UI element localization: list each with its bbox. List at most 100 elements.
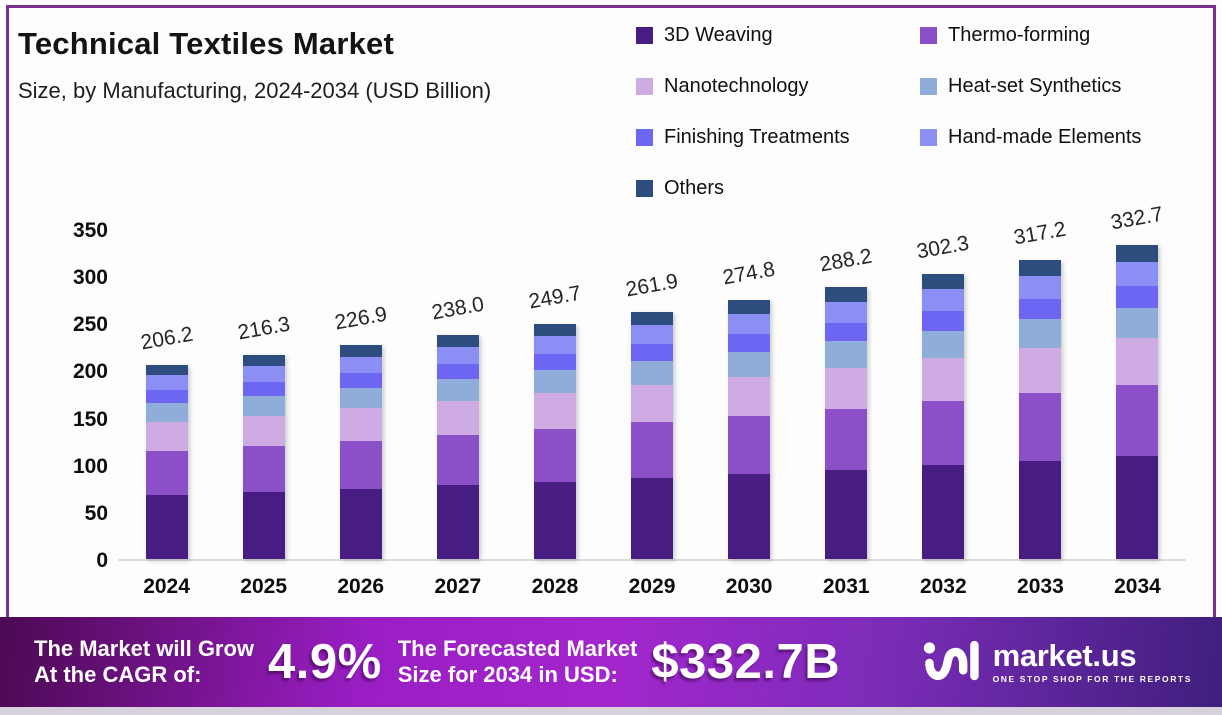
chart-legend: 3D Weaving Thermo-forming Nanotechnology He… [636,10,1141,214]
legend-item-nanotechnology: Nanotechnology [636,75,920,98]
bar-group-2033: 317.2 2033 [992,218,1089,598]
legend-label: Nanotechnology [664,75,809,97]
bar-segment-nanotechnology [339,408,382,441]
bar-segment-thermo-forming [242,446,285,493]
bar-segment-heat-set-synthetics [922,330,965,359]
bar-segment-thermo-forming [728,415,771,475]
bar-segment-others [1116,245,1159,263]
bar-segment-finishing-treatments [1116,286,1159,308]
bar-segment-nanotechnology [631,385,674,423]
stacked-bar-2025 [242,355,285,559]
legend-swatch-icon [636,27,653,44]
legend-label: 3D Weaving [664,24,773,46]
y-tick-label: 100 [72,454,108,478]
bar-segment-others [242,355,285,367]
y-tick-label: 350 [72,219,108,242]
y-tick-label: 250 [72,313,108,337]
bar-segment-hand-made-elements [1116,262,1159,287]
bar-segment-thermo-forming [145,451,188,496]
bar-segment-hand-made-elements [1019,276,1062,300]
bar-segment-hand-made-elements [436,346,479,364]
legend-item-heat-set-synthetics: Heat-set Synthetics [920,75,1141,98]
x-tick-label: 2033 [1017,575,1064,598]
bar-segment-hand-made-elements [339,356,382,374]
y-axis: 0 50 100 150 200 250 300 350 [30,219,108,572]
bar-segment-3d-weaving [242,492,285,559]
legend-item-finishing-treatments: Finishing Treatments [636,126,920,149]
bar-segment-heat-set-synthetics [436,379,479,401]
bar-segment-heat-set-synthetics [145,403,188,423]
bar-segment-thermo-forming [436,434,479,486]
stacked-bar-2031 [825,287,868,559]
bar-segment-3d-weaving [825,469,868,559]
bar-segment-3d-weaving [631,478,674,559]
bar-segment-finishing-treatments [631,344,674,362]
legend-swatch-icon [920,129,937,146]
bar-segment-hand-made-elements [922,289,965,312]
legend-label: Others [664,177,725,199]
bar-segment-finishing-treatments [436,363,479,380]
bar-segment-nanotechnology [533,393,576,429]
y-tick-label: 50 [84,501,108,525]
bar-segment-heat-set-synthetics [533,370,576,394]
y-tick-label: 150 [72,407,108,431]
header: Technical Textiles Market Size, by Manuf… [18,26,491,104]
marketus-logo: market.us ONE STOP SHOP FOR THE REPORTS [921,637,1192,687]
x-tick-label: 2034 [1114,575,1161,598]
bar-segment-hand-made-elements [825,302,868,323]
stacked-bar-2032 [922,274,965,559]
forecast-label: The Forecasted Market Size for 2034 in U… [398,636,638,688]
bar-segment-heat-set-synthetics [825,341,868,368]
bar-segment-heat-set-synthetics [242,395,285,416]
legend-swatch-icon [920,27,937,44]
bar-segment-others [533,323,576,337]
stacked-bar-2024 [145,364,188,559]
brand-name: market.us [992,638,1137,673]
bar-segment-nanotechnology [825,367,868,409]
x-tick-label: 2028 [531,575,579,598]
bar-group-2031: 288.2 2031 [798,231,895,598]
bar-segment-nanotechnology [1116,338,1159,386]
bar-segment-finishing-treatments [922,311,965,331]
bar-segment-thermo-forming [922,401,965,466]
bar-segment-thermo-forming [825,408,868,470]
legend-label: Hand-made Elements [948,126,1142,148]
bar-group-2029: 261.9 2029 [603,231,700,598]
bar-group-2025: 216.3 2025 [215,231,312,598]
bar-segment-heat-set-synthetics [1019,319,1062,349]
stacked-bar-2033 [1019,259,1062,559]
bar-group-2028: 249.7 2028 [506,231,603,598]
bar-segment-3d-weaving [1019,460,1062,559]
forecast-value: $332.7B [651,635,841,689]
legend-label: Thermo-forming [948,24,1091,46]
bar-segment-nanotechnology [242,415,285,447]
bar-group-2024: 206.2 2024 [118,231,215,598]
bar-segment-3d-weaving [533,481,576,559]
bar-group-2030: 274.8 2030 [701,231,798,598]
bar-segment-hand-made-elements [631,325,674,345]
bar-segment-3d-weaving [436,485,479,559]
bar-segment-finishing-treatments [242,381,285,396]
legend-swatch-icon [636,78,653,95]
legend-swatch-icon [636,129,653,146]
bar-segment-heat-set-synthetics [339,387,382,409]
cagr-label-line2: At the CAGR of: [34,662,202,687]
bar-segment-nanotechnology [145,422,188,452]
bar-segment-hand-made-elements [533,336,576,355]
bar-segment-others [436,334,479,347]
stacked-bar-2030 [728,299,771,559]
legend-swatch-icon [636,180,653,197]
bar-segment-thermo-forming [533,428,576,482]
bar-segment-others [825,287,868,303]
legend-item-3d-weaving: 3D Weaving [636,24,920,47]
page-title: Technical Textiles Market [18,26,395,61]
bar-segment-others [728,299,771,314]
marketus-logo-icon [923,640,979,681]
legend-item-thermo-forming: Thermo-forming [920,24,1141,47]
y-tick-label: 0 [96,549,108,572]
bar-segment-heat-set-synthetics [631,361,674,386]
footer-banner: The Market will Grow At the CAGR of: 4.9… [0,617,1222,707]
bar-segment-thermo-forming [631,422,674,479]
bar-segment-finishing-treatments [533,354,576,371]
